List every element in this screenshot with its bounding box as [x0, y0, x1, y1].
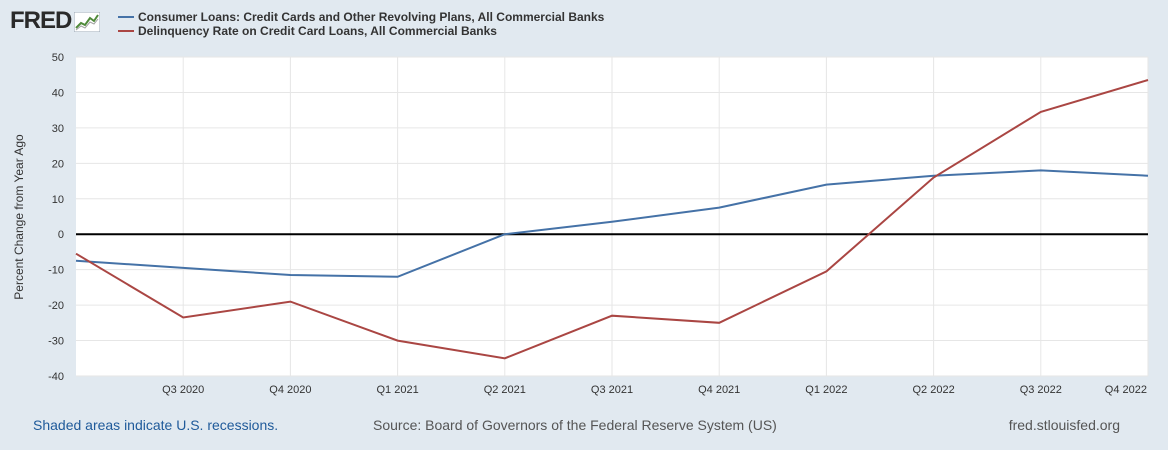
- source-note: Source: Board of Governors of the Federa…: [373, 417, 777, 433]
- fred-site-link[interactable]: fred.stlouisfed.org: [1008, 417, 1120, 433]
- legend-label: Delinquency Rate on Credit Card Loans, A…: [138, 24, 497, 38]
- recession-note[interactable]: Shaded areas indicate U.S. recessions.: [33, 417, 279, 433]
- x-tick-label: Q2 2021: [484, 384, 526, 396]
- x-tick-label: Q4 2021: [698, 384, 740, 396]
- x-tick-label: Q1 2022: [805, 384, 847, 396]
- x-axis-ticks: Q3 2020 Q4 2020 Q1 2021 Q2 2021 Q3 2021 Q4 20…: [162, 384, 1147, 396]
- series-line-consumer-loans[interactable]: [75, 169, 1149, 278]
- fred-logo[interactable]: FRED: [10, 7, 101, 34]
- x-tick-label: Q3 2021: [591, 384, 633, 396]
- y-tick-label: 0: [58, 229, 64, 241]
- gridlines: [76, 56, 1149, 377]
- series-line-delinquency-rate[interactable]: [75, 79, 1149, 360]
- y-tick-label: -30: [48, 336, 64, 348]
- y-tick-label: -40: [48, 371, 64, 383]
- y-axis-label: Percent Change from Year Ago: [12, 134, 26, 300]
- legend-item-consumer-loans[interactable]: Consumer Loans: Credit Cards and Other R…: [118, 10, 604, 24]
- y-axis-ticks: 50 40 30 20 10 0 -10 -20 -30 -40: [48, 52, 64, 383]
- fred-logo-text: FRED: [10, 7, 72, 34]
- chart-legend: Consumer Loans: Credit Cards and Other R…: [118, 10, 604, 38]
- y-tick-label: -10: [48, 265, 64, 277]
- y-tick-label: 10: [52, 194, 64, 206]
- x-tick-label: Q4 2022: [1105, 384, 1147, 396]
- x-tick-label: Q1 2021: [376, 384, 418, 396]
- fred-chart-icon: [74, 12, 101, 32]
- legend-swatch-blue: [118, 16, 134, 18]
- y-tick-label: 30: [52, 123, 64, 135]
- y-tick-label: 50: [52, 52, 64, 64]
- y-tick-label: 40: [52, 87, 64, 99]
- x-tick-label: Q2 2022: [912, 384, 954, 396]
- legend-swatch-red: [118, 30, 134, 32]
- series-lines: [75, 79, 1149, 360]
- legend-item-delinquency-rate[interactable]: Delinquency Rate on Credit Card Loans, A…: [118, 24, 604, 38]
- y-tick-label: 20: [52, 158, 64, 170]
- x-tick-label: Q4 2020: [269, 384, 311, 396]
- x-tick-label: Q3 2020: [162, 384, 204, 396]
- x-tick-label: Q3 2022: [1020, 384, 1062, 396]
- y-tick-label: -20: [48, 300, 64, 312]
- line-chart[interactable]: 50 40 30 20 10 0 -10 -20 -30 -40 Q3 2020 Q4 2020 Q1…: [0, 0, 1168, 410]
- legend-label: Consumer Loans: Credit Cards and Other R…: [138, 10, 605, 24]
